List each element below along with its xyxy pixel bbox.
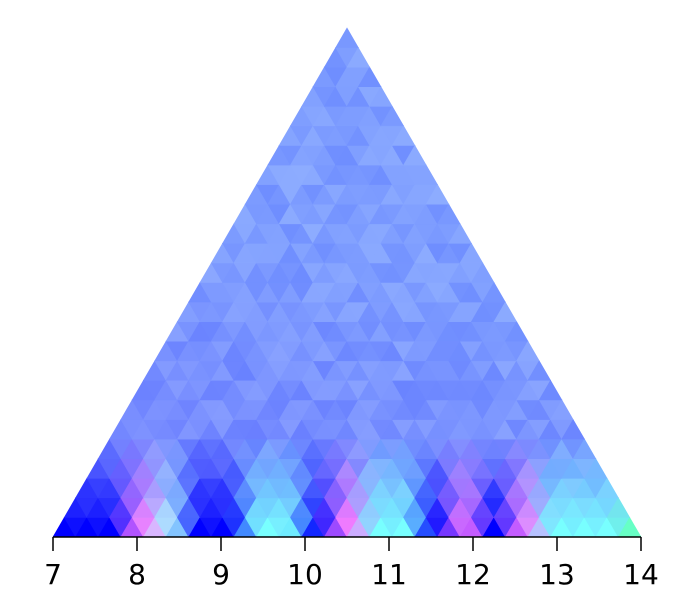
heatmap-cell	[357, 66, 382, 88]
heatmap-cells	[52, 27, 642, 538]
heatmap-cell	[493, 301, 518, 322]
heatmap-cell	[527, 360, 552, 381]
heatmap-cell	[459, 242, 484, 264]
heatmap-cell	[561, 418, 585, 440]
heatmap-cell	[550, 399, 574, 420]
x-tick-label: 8	[128, 558, 146, 591]
heatmap-cell	[516, 340, 540, 362]
heatmap-cell	[425, 184, 450, 205]
heatmap-cell	[572, 438, 597, 459]
heatmap-cell	[470, 262, 495, 283]
x-axis: 7 8 9 10 11 12 13 14	[44, 536, 659, 591]
x-tick-label: 14	[623, 558, 659, 591]
heatmap-cell	[335, 27, 359, 48]
x-tick-label: 11	[371, 558, 407, 591]
heatmap-cell	[606, 497, 631, 518]
heatmap-cell	[346, 46, 371, 68]
x-tick-label: 7	[44, 558, 62, 591]
x-tick-label: 9	[212, 558, 230, 591]
heatmap-cell	[583, 458, 608, 479]
heatmap-cell	[403, 144, 427, 166]
heatmap-cell	[369, 86, 393, 107]
heatmap-cell	[436, 203, 461, 225]
heatmap-cell	[595, 477, 619, 499]
x-tick-label: 12	[455, 558, 491, 591]
heatmap-cell	[538, 379, 563, 401]
heatmap-cell	[504, 321, 529, 342]
heatmap-cell	[414, 164, 438, 185]
x-tick-label: 13	[539, 558, 575, 591]
heatmap-cell	[448, 223, 472, 244]
x-tick-label: 10	[287, 558, 323, 591]
heatmap-cell	[380, 105, 405, 127]
heatmap-cell	[391, 125, 416, 146]
heatmap-cell	[482, 281, 506, 303]
